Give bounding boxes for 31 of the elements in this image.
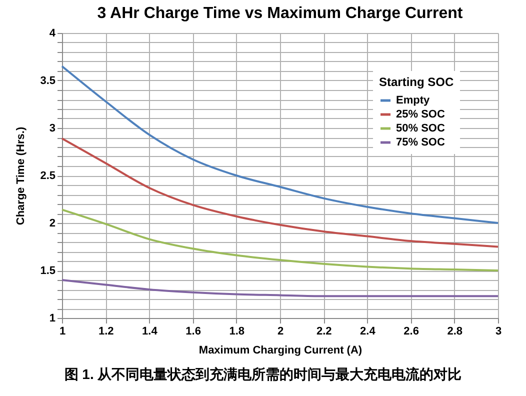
y-tick-label: 2.5 — [40, 170, 56, 182]
x-tick-label: 2.6 — [404, 326, 419, 338]
y-tick-label: 3 — [49, 122, 56, 134]
legend-label: 50% SOC — [396, 122, 445, 134]
x-tick-label: 2 — [277, 326, 284, 338]
line-series — [61, 65, 499, 224]
y-tick-label: 1 — [49, 312, 56, 324]
x-tick-label: 3 — [495, 326, 502, 338]
x-tick-label: 1.8 — [229, 326, 245, 338]
legend-label: Empty — [396, 94, 430, 106]
x-tick-label: 1 — [59, 326, 66, 338]
x-tick-label: 2.8 — [447, 326, 463, 338]
line-series — [61, 137, 499, 248]
x-tick-label: 2.4 — [360, 326, 376, 338]
caption: 图 1. 从不同电量状态到充满电所需的时间与最大充电电流的对比 — [63, 366, 463, 384]
x-tick-label: 1.2 — [98, 326, 114, 338]
line-series — [61, 208, 499, 272]
chart-title: 3 AHr Charge Time vs Maximum Charge Current — [97, 5, 464, 22]
x-tick-label: 1.6 — [186, 326, 201, 338]
y-tick-label: 1.5 — [40, 265, 56, 277]
y-axis-title: Charge Time (Hrs.) — [15, 126, 28, 226]
x-axis-title: Maximum Charging Current (A) — [198, 344, 362, 356]
legend-label: 25% SOC — [396, 108, 445, 120]
y-tick-label: 3.5 — [40, 75, 56, 87]
x-tick-label: 1.4 — [142, 326, 158, 338]
legend-label: 75% SOC — [396, 136, 445, 148]
line-series — [61, 279, 499, 298]
x-tick-label: 2.2 — [316, 326, 332, 338]
y-tick-label: 4 — [49, 28, 56, 40]
y-tick-label: 2 — [49, 218, 56, 230]
legend-title: Starting SOC — [379, 75, 454, 89]
